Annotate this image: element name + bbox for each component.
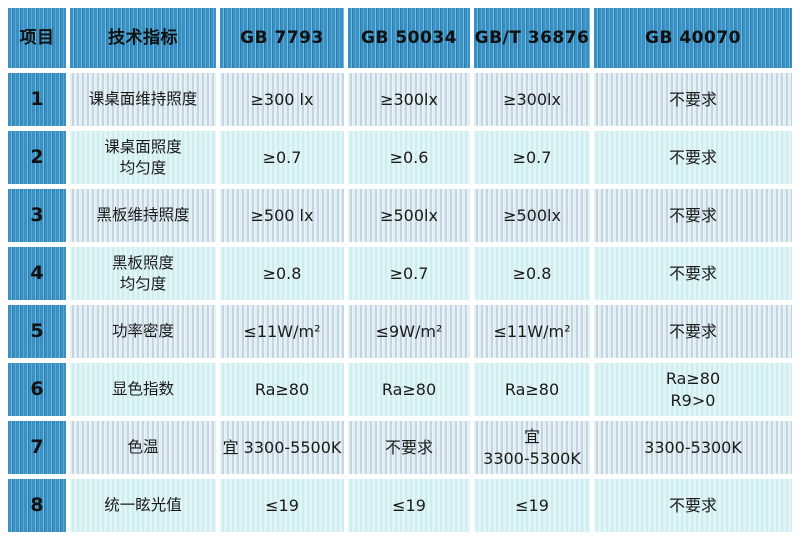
value-cell: Ra≥80 <box>220 363 344 416</box>
value-cell: ≥0.7 <box>474 131 590 184</box>
value-cell: ≤19 <box>474 479 590 532</box>
header-cell-item: 项目 <box>8 8 66 68</box>
indicator-cell: 课桌面照度 均匀度 <box>70 131 216 184</box>
value-cell: ≥0.7 <box>348 247 470 300</box>
indicator-cell: 色温 <box>70 421 216 474</box>
value-cell: ≤19 <box>220 479 344 532</box>
value-cell: 不要求 <box>594 305 792 358</box>
header-cell-indicator: 技术指标 <box>70 8 216 68</box>
value-cell: ≥500lx <box>474 189 590 242</box>
value-cell: Ra≥80 R9>0 <box>594 363 792 416</box>
value-cell: Ra≥80 <box>474 363 590 416</box>
value-cell: ≥300lx <box>348 73 470 126</box>
header-cell-gb40070: GB 40070 <box>594 8 792 68</box>
value-cell: 宜 3300-5500K <box>220 421 344 474</box>
value-cell: ≤11W/m² <box>220 305 344 358</box>
value-cell: 不要求 <box>594 131 792 184</box>
value-cell: 不要求 <box>594 73 792 126</box>
value-cell: 不要求 <box>594 247 792 300</box>
indicator-cell: 显色指数 <box>70 363 216 416</box>
value-cell: ≤11W/m² <box>474 305 590 358</box>
row-number-cell: 7 <box>8 421 66 474</box>
value-cell: ≥300 lx <box>220 73 344 126</box>
value-cell: ≥300lx <box>474 73 590 126</box>
row-number-cell: 5 <box>8 305 66 358</box>
value-cell: ≥500 lx <box>220 189 344 242</box>
value-cell: 不要求 <box>594 189 792 242</box>
value-cell: ≥0.8 <box>220 247 344 300</box>
row-number-cell: 4 <box>8 247 66 300</box>
value-cell: 3300-5300K <box>594 421 792 474</box>
row-number-cell: 1 <box>8 73 66 126</box>
value-cell: 不要求 <box>348 421 470 474</box>
indicator-cell: 课桌面维持照度 <box>70 73 216 126</box>
row-number-cell: 8 <box>8 479 66 532</box>
header-cell-gb7793: GB 7793 <box>220 8 344 68</box>
value-cell: Ra≥80 <box>348 363 470 416</box>
indicator-cell: 统一眩光值 <box>70 479 216 532</box>
indicator-cell: 黑板维持照度 <box>70 189 216 242</box>
value-cell: ≥500lx <box>348 189 470 242</box>
value-cell: 宜 3300-5300K <box>474 421 590 474</box>
value-cell: ≥0.7 <box>220 131 344 184</box>
row-number-cell: 6 <box>8 363 66 416</box>
indicator-cell: 功率密度 <box>70 305 216 358</box>
indicator-cell: 黑板照度 均匀度 <box>70 247 216 300</box>
value-cell: 不要求 <box>594 479 792 532</box>
value-cell: ≥0.6 <box>348 131 470 184</box>
value-cell: ≤19 <box>348 479 470 532</box>
value-cell: ≥0.8 <box>474 247 590 300</box>
table-grid: 项目 技术指标 GB 7793 GB 50034 GB/T 36876 GB 4… <box>8 8 792 532</box>
header-cell-gb50034: GB 50034 <box>348 8 470 68</box>
row-number-cell: 3 <box>8 189 66 242</box>
row-number-cell: 2 <box>8 131 66 184</box>
value-cell: ≤9W/m² <box>348 305 470 358</box>
header-cell-gbt36876: GB/T 36876 <box>474 8 590 68</box>
